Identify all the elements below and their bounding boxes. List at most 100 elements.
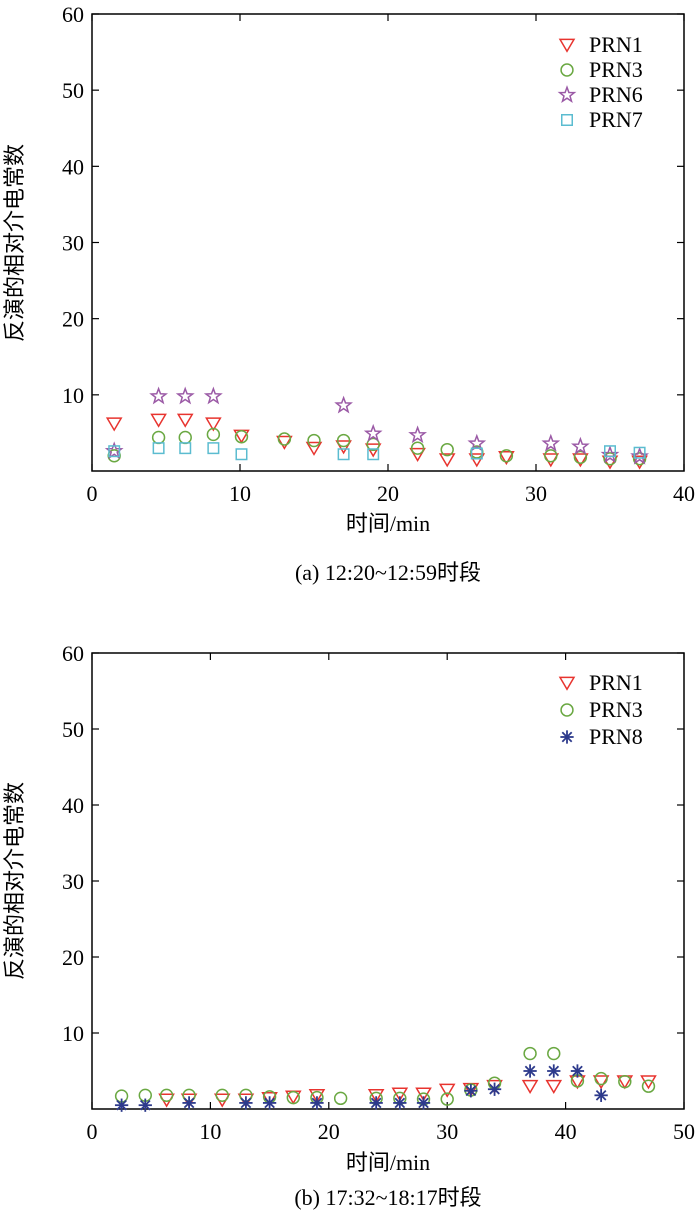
data-point-prn6 [541,433,561,452]
legend-label: PRN7 [589,107,643,132]
data-point-prn3 [366,437,380,452]
legend-marker-prn7 [561,114,573,126]
data-point-prn1 [572,453,589,468]
data-point-prn1 [438,453,456,468]
data-point-prn3 [410,441,425,455]
series-prn1 [105,413,648,470]
data-point-prn1 [205,417,222,432]
data-point-prn8 [262,1096,277,1110]
data-point-prn8 [487,1082,502,1096]
data-point-prn3 [544,449,558,463]
y-tick-label: 30 [62,869,84,894]
data-point-prn1 [367,1088,385,1104]
x-axis-title: 时间/min [346,511,430,536]
series-prn3 [114,1046,656,1106]
legend-label: PRN8 [589,724,643,749]
data-point-prn7 [108,445,121,458]
data-point-prn6 [203,386,223,405]
data-point-prn6 [467,433,487,452]
data-points [114,1046,657,1112]
x-tick-label: 10 [199,1119,221,1144]
data-point-prn6 [363,423,383,442]
x-axis-ticks: 0 10 20 30 40 [87,14,695,506]
legend-marker-prn1 [558,676,576,691]
data-point-prn1 [213,1093,231,1108]
data-point-prn8 [464,1084,478,1098]
data-point-prn1 [158,1093,175,1108]
legend-marker-prn1 [558,38,576,53]
x-tick-label: 0 [87,1119,98,1144]
data-point-prn3 [641,1079,656,1093]
data-point-prn8 [182,1096,196,1110]
data-point-prn7 [470,447,483,460]
legend-marker-prn3 [560,63,574,77]
data-point-prn7 [633,446,646,459]
series-prn7 [108,442,646,461]
legend-marker-prn3 [560,703,574,717]
data-point-prn8 [570,1064,585,1078]
y-axis-ticks: 10 20 30 40 50 60 [62,2,684,408]
data-point-prn7 [179,442,192,455]
data-point-prn6 [149,386,169,405]
data-point-prn1 [308,1088,326,1104]
data-point-prn8 [114,1098,129,1112]
y-tick-label: 20 [62,945,84,970]
data-point-prn1 [521,1079,539,1094]
legend-label: PRN1 [589,670,643,695]
y-axis-ticks: 10 20 30 40 50 60 [62,641,684,1046]
y-tick-label: 40 [62,154,84,179]
legend-marker-prn8 [560,730,574,744]
data-point-prn1 [105,417,123,432]
data-point-prn3 [178,430,192,445]
y-tick-label: 30 [62,231,84,256]
chart-caption: (a) 12:20~12:59时段 [295,560,481,585]
data-point-prn6 [408,425,428,444]
y-tick-label: 60 [62,641,84,666]
data-point-prn8 [369,1096,383,1110]
data-point-prn3 [234,430,249,444]
data-point-prn8 [138,1098,152,1112]
data-point-prn6 [570,436,590,455]
data-point-prn3 [632,452,647,466]
x-tick-label: 40 [673,481,695,506]
data-point-prn7 [235,448,248,461]
legend-label: PRN3 [589,697,643,722]
data-point-prn1 [409,447,426,463]
data-point-prn3 [440,1092,454,1106]
x-tick-label: 0 [87,481,98,506]
data-point-prn1 [592,1075,610,1090]
legend-label: PRN6 [589,82,643,107]
data-point-prn3 [499,449,514,463]
series-prn6 [104,386,650,465]
data-point-prn8 [547,1064,561,1078]
y-tick-label: 10 [62,383,84,408]
x-tick-label: 30 [525,481,547,506]
data-point-prn3 [151,430,166,445]
data-point-prn7 [367,448,380,461]
x-tick-label: 20 [377,481,399,506]
data-point-prn8 [239,1096,253,1110]
data-point-prn1 [498,450,515,466]
data-point-prn7 [207,442,220,455]
x-tick-label: 10 [229,481,251,506]
y-axis-title: 反演的相对介电常数 [2,144,27,342]
data-point-prn3 [618,1074,632,1089]
chart-caption: (b) 17:32~18:17时段 [294,1185,481,1210]
data-point-prn3 [307,433,321,448]
data-point-prn8 [393,1096,407,1110]
data-point-prn3 [594,1071,608,1086]
data-point-prn8 [416,1096,431,1110]
data-point-prn3 [277,432,292,446]
series-prn8 [114,1064,608,1112]
x-axis-title: 时间/min [346,1150,430,1175]
data-point-prn1 [305,441,323,456]
data-point-prn1 [438,1083,456,1098]
data-point-prn3 [547,1046,561,1061]
data-point-prn3 [440,442,454,457]
data-point-prn3 [215,1088,229,1103]
data-point-prn1 [468,453,486,468]
